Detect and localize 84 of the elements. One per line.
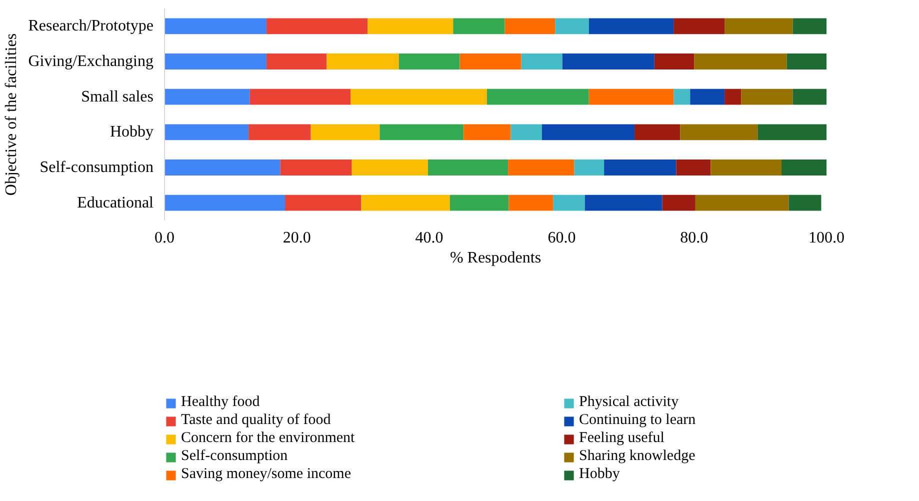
bar xyxy=(710,160,782,176)
bar xyxy=(674,88,690,105)
bar xyxy=(350,88,487,105)
legend-label: Feeling useful xyxy=(579,430,666,447)
y-tick-label: Self-consumption xyxy=(40,159,154,176)
bar xyxy=(380,124,464,140)
bar xyxy=(588,18,674,34)
bar xyxy=(788,194,822,211)
y-tick-label: Educational xyxy=(77,194,154,212)
bar xyxy=(508,160,574,176)
bar xyxy=(398,54,460,70)
bar xyxy=(574,160,604,176)
y-axis-title: Objective of the facilities xyxy=(3,33,20,196)
bar xyxy=(250,88,351,105)
legend-label: Continuing to learn xyxy=(579,412,697,429)
bar xyxy=(521,54,562,70)
bar xyxy=(741,88,793,105)
legend-label: Hobby xyxy=(579,466,621,483)
bar xyxy=(542,124,635,140)
y-tick-label: Giving/Exchanging xyxy=(28,53,154,70)
bar xyxy=(676,160,711,176)
x-tick-label: 20.0 xyxy=(282,230,311,246)
bar xyxy=(555,18,589,34)
x-tick-label: 80.0 xyxy=(680,230,708,246)
bar xyxy=(361,194,450,211)
bar xyxy=(588,88,674,105)
bar xyxy=(792,18,826,34)
bar xyxy=(562,54,654,70)
legend-label: Self-consumption xyxy=(181,448,289,465)
bar xyxy=(510,124,542,140)
bar xyxy=(680,124,758,140)
bar xyxy=(310,124,380,140)
bar xyxy=(164,194,285,211)
bar xyxy=(266,54,327,70)
bar xyxy=(352,160,428,176)
x-axis-title: % Respodents xyxy=(450,250,542,266)
bar xyxy=(164,160,280,176)
x-tick-label: 60.0 xyxy=(548,230,576,246)
bar xyxy=(724,88,742,105)
bar xyxy=(792,88,826,105)
bar xyxy=(724,18,793,34)
bar xyxy=(504,18,556,34)
bar xyxy=(604,160,676,176)
bar xyxy=(758,124,826,140)
bar xyxy=(164,88,250,105)
bar xyxy=(508,194,554,211)
bar xyxy=(634,124,680,140)
y-tick-label: Small sales xyxy=(81,88,154,106)
y-tick-label: Hobby xyxy=(110,124,154,141)
bar xyxy=(553,194,585,211)
bar xyxy=(164,124,249,140)
bar xyxy=(248,124,311,140)
bar xyxy=(584,194,662,211)
legend-label: Sharing knowledge xyxy=(579,448,696,465)
bar xyxy=(164,18,266,34)
bar xyxy=(662,194,696,211)
bar xyxy=(654,54,694,70)
x-tick-label: 40.0 xyxy=(415,230,444,246)
legend-label: Physical activity xyxy=(579,394,680,411)
y-tick-label: Research/Prototype xyxy=(28,18,154,35)
bar xyxy=(326,54,399,70)
bar xyxy=(781,160,826,176)
bar xyxy=(368,18,454,34)
bar xyxy=(460,54,522,70)
legend-label: Concern for the environment xyxy=(181,430,356,447)
x-tick-label: 0.0 xyxy=(154,230,174,246)
bar xyxy=(674,18,725,34)
bar xyxy=(266,18,368,34)
bar xyxy=(164,54,266,70)
bar xyxy=(284,194,362,211)
bar xyxy=(695,194,789,211)
bar xyxy=(690,88,725,105)
bar xyxy=(428,160,508,176)
bar xyxy=(694,54,787,70)
bar xyxy=(450,194,509,211)
legend-label: Saving money/some income xyxy=(181,466,352,483)
legend-label: Healthy food xyxy=(181,394,261,411)
legend-label: Taste and quality of food xyxy=(181,412,332,429)
bar xyxy=(486,88,589,105)
x-tick-label: 100.0 xyxy=(808,230,844,246)
bar xyxy=(280,160,352,176)
bar xyxy=(464,124,511,140)
bar xyxy=(453,18,505,34)
bar xyxy=(786,54,826,70)
